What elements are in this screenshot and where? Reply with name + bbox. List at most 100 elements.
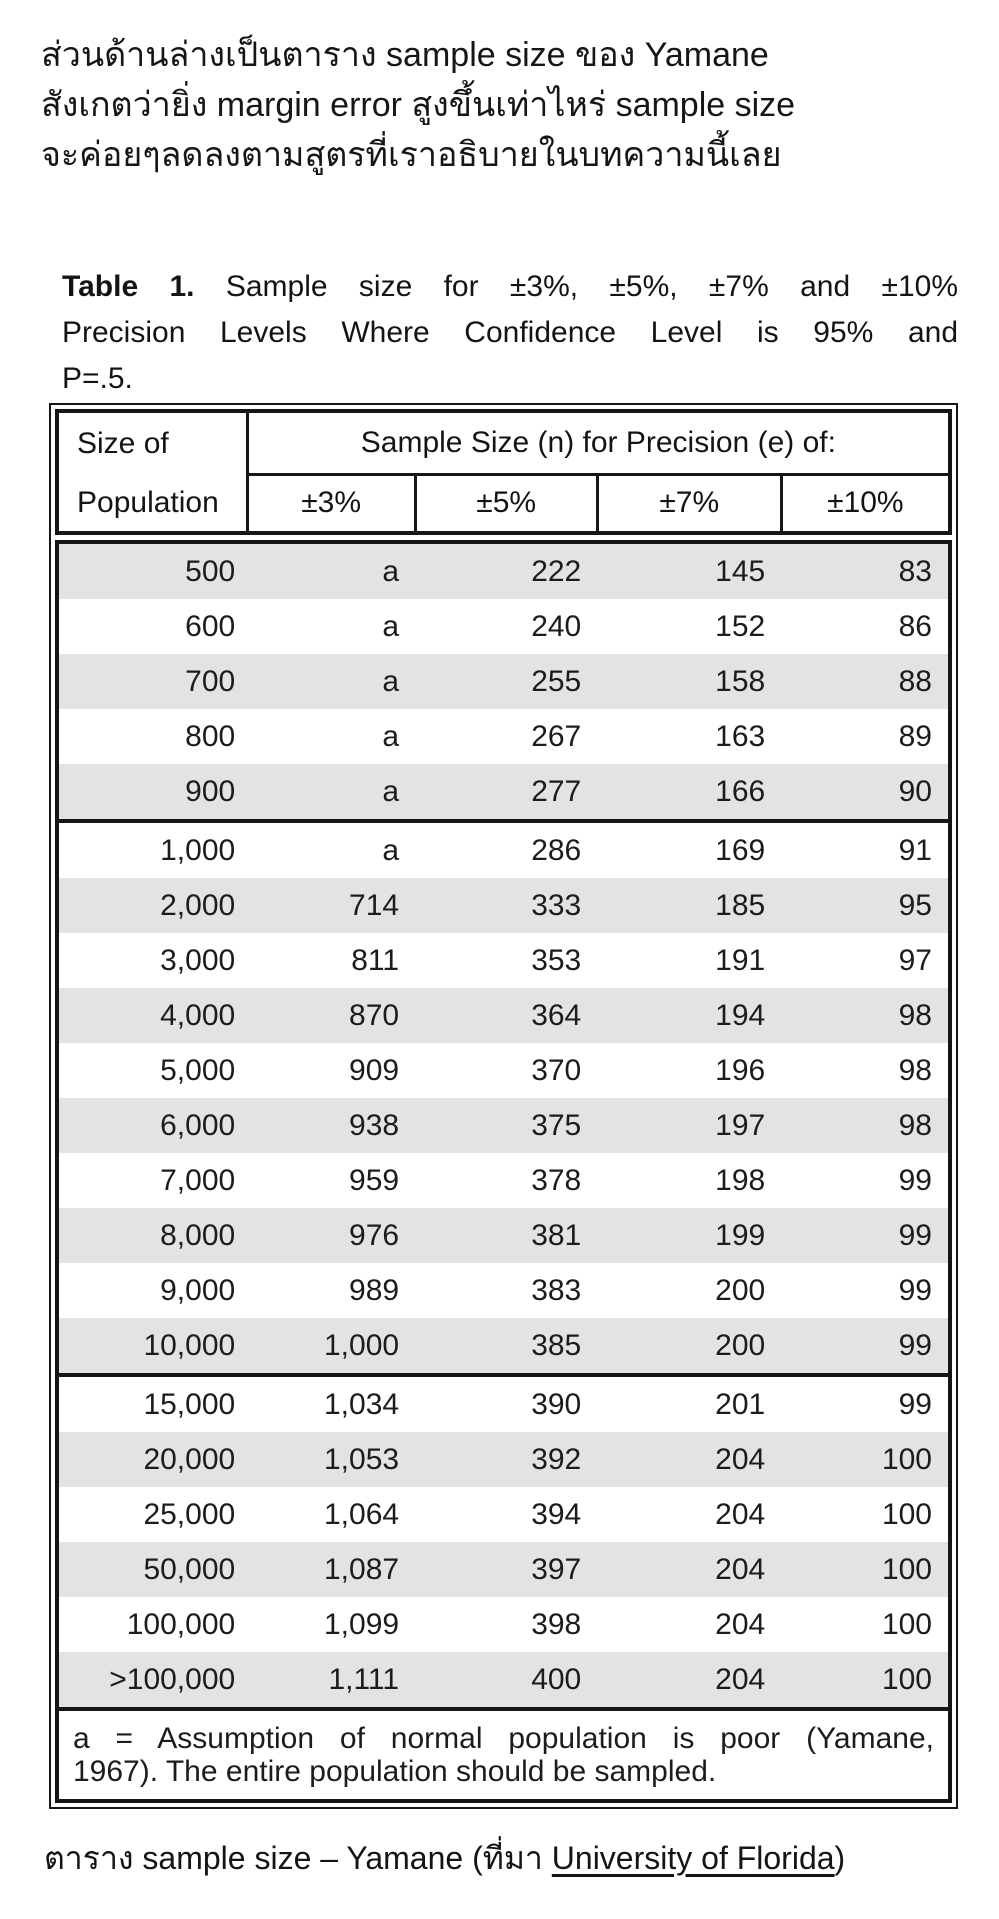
sample-size-cell: 375	[415, 1098, 598, 1153]
column-header-precision-7: ±7%	[595, 474, 782, 533]
table-header: Size of Population Sample Size (n) for P…	[55, 409, 952, 535]
table-row: 1,000 a 286 169 91	[57, 819, 950, 878]
table-caption: ตาราง sample size – Yamane (ที่มา Univer…	[44, 1835, 958, 1881]
sample-size-cell: 385	[415, 1318, 598, 1375]
table-row: >100,000 1,111 400 204 100	[57, 1652, 950, 1709]
column-header-sample-size: Sample Size (n) for Precision (e) of:	[247, 411, 950, 476]
sample-size-cell: 166	[597, 764, 782, 821]
table-title-line: P=.5.	[62, 362, 133, 395]
table-title-line: Precision Levels Where Confidence Level …	[62, 316, 958, 349]
table-row: 9,000 989 383 200 99	[57, 1263, 950, 1318]
population-cell: 50,000	[57, 1542, 248, 1597]
sample-size-cell: 204	[715, 1608, 766, 1641]
population-cell: 8,000	[57, 1208, 248, 1263]
sample-size-cell: 90	[781, 764, 950, 821]
sample-size-cell: 200	[597, 1318, 782, 1375]
sample-size-cell: 976	[247, 1208, 416, 1263]
sample-size-cell: 364	[415, 988, 598, 1043]
sample-size-cell: 200	[715, 1274, 766, 1307]
sample-size-cell: 100	[781, 1652, 950, 1709]
sample-size-cell: a	[247, 542, 416, 599]
population-cell: 9,000	[160, 1274, 236, 1307]
intro-line: ส่วนด้านล่างเป็นตาราง sample size ของ Ya…	[41, 36, 769, 74]
table-row: 5,000 909 370 196 98	[57, 1043, 950, 1098]
sample-size-cell: 145	[597, 542, 782, 599]
sample-size-cell: 378	[531, 1164, 582, 1197]
table-row: 100,000 1,099 398 204 100	[57, 1597, 950, 1652]
population-header-line: Size of	[77, 426, 169, 460]
footnote-row: a = Assumption of normal population is p…	[57, 1707, 950, 1801]
sample-size-cell: 100	[781, 1432, 950, 1487]
population-cell: >100,000	[57, 1652, 248, 1709]
table-title-line: Table 1. Sample size for ±3%, ±5%, ±7% a…	[62, 264, 958, 310]
table-row: 7,000 959 378 198 99	[57, 1153, 950, 1208]
sample-size-cell: 959	[349, 1164, 400, 1197]
sample-size-cell: 222	[415, 542, 598, 599]
table-body: 500 a 222 145 83 600 a 240 152 86 700 a 255 158 88 800 a…	[57, 542, 950, 1709]
sample-size-cell: 714	[247, 878, 416, 933]
sample-size-cell: 99	[898, 1274, 932, 1307]
population-cell: 6,000	[57, 1098, 248, 1153]
table-title-text: Sample size for ±3%, ±5%, ±7% and ±10%	[225, 270, 958, 303]
sample-size-cell: 255	[415, 654, 598, 709]
sample-size-cell: 353	[531, 944, 582, 977]
sample-size-cell: 397	[415, 1542, 598, 1597]
sample-size-cell: 152	[715, 610, 766, 643]
sample-size-cell: 191	[715, 944, 766, 977]
intro-line: สังเกตว่ายิ่ง margin error สูงขึ้นเท่าไห…	[41, 86, 796, 124]
sample-size-cell: 400	[415, 1652, 598, 1709]
sample-size-cell: 158	[597, 654, 782, 709]
table-row: 600 a 240 152 86	[57, 599, 950, 654]
population-cell: 500	[57, 542, 248, 599]
sample-size-cell: 100	[781, 1542, 950, 1597]
sample-size-cell: 97	[898, 944, 932, 977]
population-cell: 100,000	[126, 1608, 236, 1641]
population-cell: 4,000	[57, 988, 248, 1043]
sample-size-cell: 89	[898, 720, 932, 753]
sample-size-cell: 204	[597, 1652, 782, 1709]
table-row: 700 a 255 158 88	[57, 654, 950, 709]
sample-size-cell: 204	[715, 1498, 766, 1531]
sample-size-cell: 201	[597, 1373, 782, 1432]
sample-size-cell: 204	[597, 1432, 782, 1487]
sample-size-cell: 198	[715, 1164, 766, 1197]
sample-size-cell: a	[247, 654, 416, 709]
sample-size-cell: 333	[415, 878, 598, 933]
sample-size-cell: 196	[715, 1054, 766, 1087]
population-cell: 600	[185, 610, 236, 643]
sample-size-cell: 989	[349, 1274, 400, 1307]
sample-size-cell: 99	[781, 1373, 950, 1432]
sample-size-cell: 240	[531, 610, 582, 643]
caption-prefix: ตาราง sample size – Yamane (ที่มา	[44, 1840, 552, 1876]
sample-size-cell: 185	[597, 878, 782, 933]
sample-size-cell: 100	[881, 1498, 932, 1531]
column-header-precision-5: ±5%	[413, 474, 598, 533]
sample-size-cell: 390	[415, 1373, 598, 1432]
population-cell: 5,000	[160, 1054, 236, 1087]
table-row: 25,000 1,064 394 204 100	[57, 1487, 950, 1542]
table-row: 2,000 714 333 185 95	[57, 878, 950, 933]
sample-size-cell: 1,034	[247, 1373, 416, 1432]
sample-size-cell: 1,053	[247, 1432, 416, 1487]
sample-size-cell: 169	[597, 819, 782, 878]
table-row: 10,000 1,000 385 200 99	[57, 1318, 950, 1375]
sample-size-cell: 398	[531, 1608, 582, 1641]
population-cell: 2,000	[57, 878, 248, 933]
table-frame: Size of Population Sample Size (n) for P…	[49, 403, 958, 1809]
table-row: 900 a 277 166 90	[57, 764, 950, 821]
column-header-precision-3: ±3%	[301, 486, 362, 520]
population-cell: 800	[185, 720, 236, 753]
population-cell: 25,000	[143, 1498, 236, 1531]
source-link[interactable]: University of Florida	[551, 1840, 835, 1876]
sample-size-cell: 199	[597, 1208, 782, 1263]
table-row: 8,000 976 381 199 99	[57, 1208, 950, 1263]
sample-size-cell: a	[247, 819, 416, 878]
footnote-line: a = Assumption of normal population is p…	[73, 1722, 934, 1755]
sample-size-cell: 286	[415, 819, 598, 878]
sample-size-cell: 811	[351, 944, 400, 977]
sample-size-cell: 163	[715, 720, 766, 753]
table-footnote: a = Assumption of normal population is p…	[57, 1707, 950, 1801]
sample-size-cell: a	[382, 610, 400, 643]
sample-size-cell: 1,064	[324, 1498, 400, 1531]
